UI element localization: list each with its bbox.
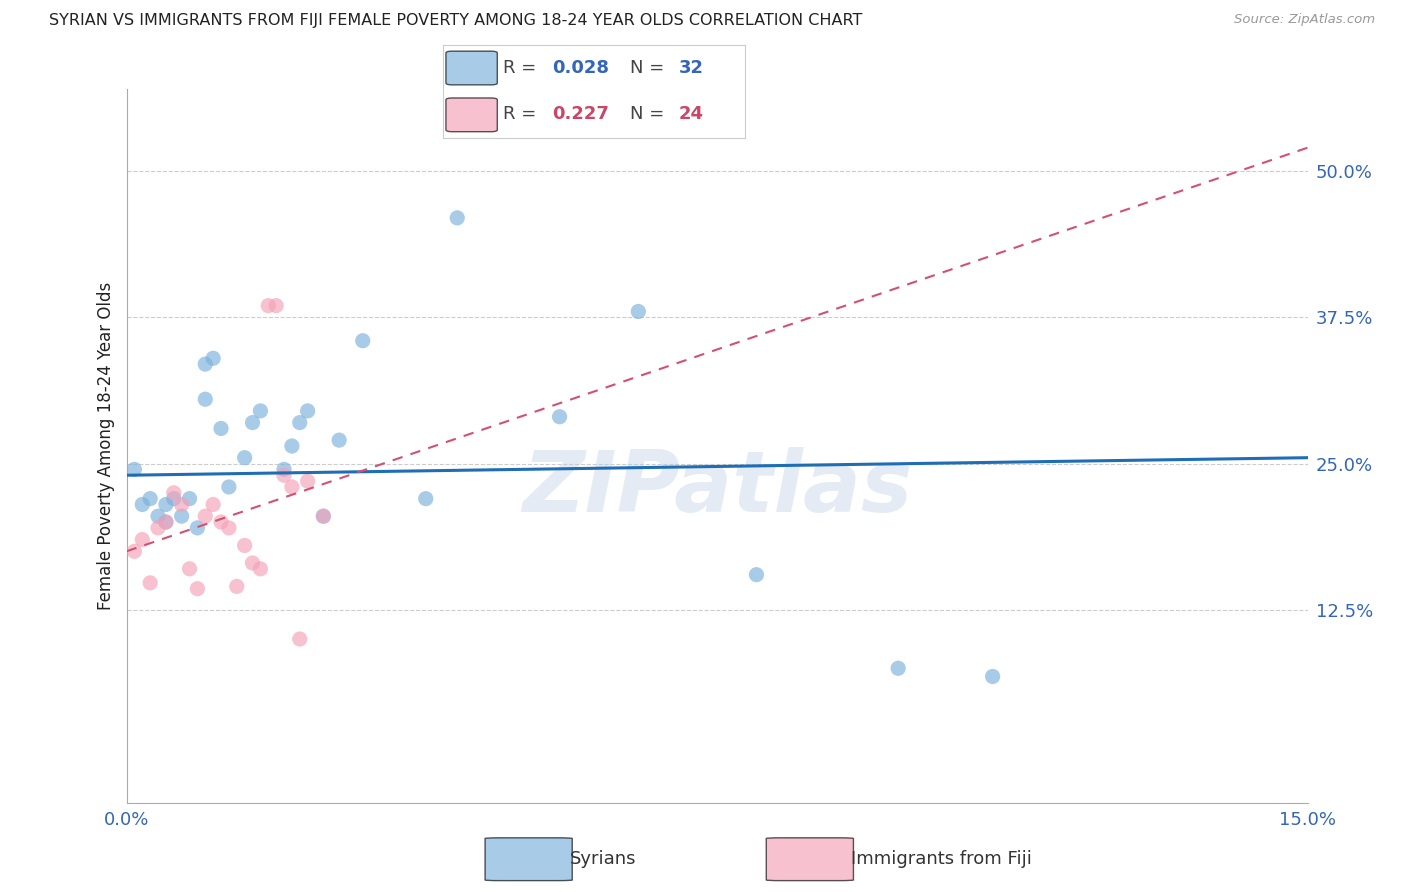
Point (548, 409, 571, 424)
Y-axis label: Female Poverty Among 18-24 Year Olds: Female Poverty Among 18-24 Year Olds (97, 282, 115, 610)
Text: N =: N = (630, 105, 671, 123)
Text: 24: 24 (679, 105, 703, 123)
Point (273, 468, 295, 483)
Point (233, 450, 256, 465)
Text: N =: N = (630, 59, 671, 77)
Point (249, 562, 271, 576)
Point (179, 562, 201, 576)
Point (352, 334, 374, 348)
FancyBboxPatch shape (766, 838, 853, 880)
Text: Immigrants from Fiji: Immigrants from Fiji (851, 849, 1032, 868)
Point (163, 491, 186, 506)
Point (281, 480, 304, 494)
Point (170, 509, 193, 524)
Point (312, 509, 335, 524)
Point (194, 509, 217, 524)
FancyBboxPatch shape (446, 98, 498, 132)
Text: 0.227: 0.227 (551, 105, 609, 123)
Point (415, 491, 437, 506)
Point (242, 556, 264, 570)
Point (155, 515, 177, 529)
Point (124, 544, 146, 558)
Point (170, 498, 193, 512)
Text: Syrians: Syrians (569, 849, 636, 868)
Point (209, 421, 232, 435)
Point (218, 521, 240, 535)
Point (273, 462, 295, 476)
Point (146, 509, 169, 524)
FancyBboxPatch shape (446, 51, 498, 85)
Point (124, 462, 146, 476)
Point (139, 491, 162, 506)
Text: 32: 32 (679, 59, 703, 77)
Point (139, 575, 162, 590)
Point (194, 357, 217, 371)
Point (218, 480, 240, 494)
Point (225, 579, 247, 593)
Text: ZIPatlas: ZIPatlas (522, 447, 912, 531)
Text: R =: R = (503, 105, 543, 123)
FancyBboxPatch shape (485, 838, 572, 880)
Point (627, 304, 650, 318)
Point (312, 509, 335, 524)
Point (163, 485, 186, 500)
Point (202, 498, 225, 512)
Point (155, 498, 177, 512)
Point (446, 211, 468, 225)
Point (186, 521, 208, 535)
Point (131, 498, 153, 512)
Point (328, 433, 350, 447)
Point (202, 351, 225, 366)
Point (297, 404, 319, 418)
Point (257, 299, 280, 313)
Text: SYRIAN VS IMMIGRANTS FROM FIJI FEMALE POVERTY AMONG 18-24 YEAR OLDS CORRELATION : SYRIAN VS IMMIGRANTS FROM FIJI FEMALE PO… (49, 13, 863, 29)
Point (242, 416, 264, 430)
Point (179, 491, 201, 506)
Text: Source: ZipAtlas.com: Source: ZipAtlas.com (1234, 13, 1375, 27)
Point (146, 521, 169, 535)
Point (288, 632, 311, 646)
Point (281, 439, 304, 453)
Text: 0.028: 0.028 (551, 59, 609, 77)
Point (249, 404, 271, 418)
Point (288, 416, 311, 430)
Point (887, 661, 910, 675)
Point (981, 669, 1004, 683)
Point (209, 515, 232, 529)
Point (155, 515, 177, 529)
Point (186, 582, 208, 596)
Point (194, 392, 217, 407)
Point (233, 538, 256, 552)
Text: R =: R = (503, 59, 543, 77)
Point (297, 474, 319, 488)
Point (131, 533, 153, 547)
Point (264, 299, 287, 313)
Point (745, 567, 768, 582)
